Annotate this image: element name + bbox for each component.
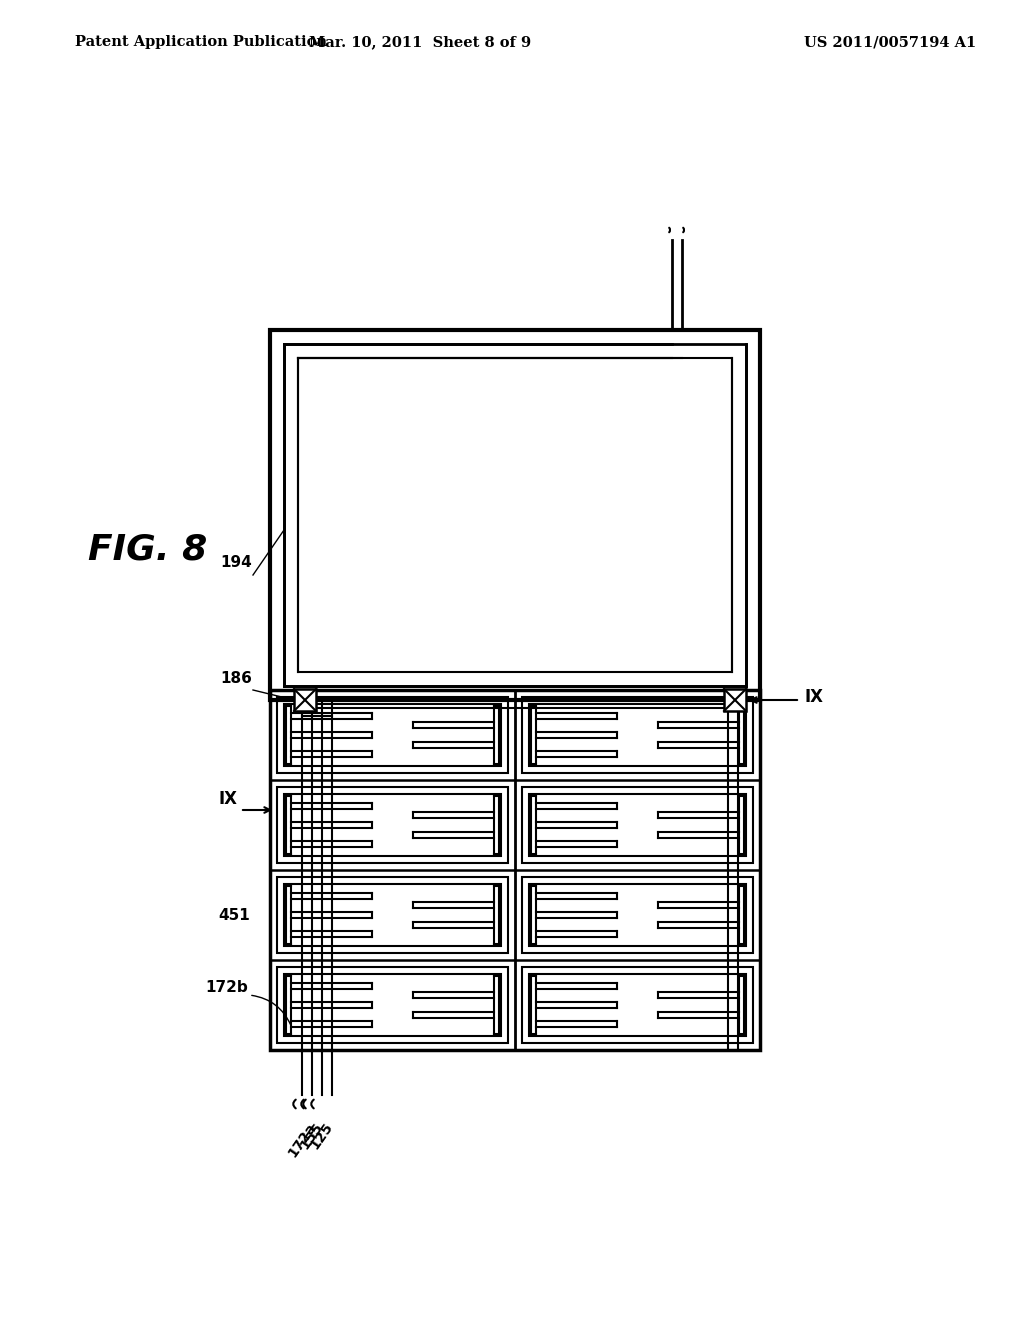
Bar	[529, 704, 746, 766]
Text: 194: 194	[220, 554, 252, 570]
Bar	[270, 690, 760, 1049]
Bar	[522, 697, 753, 774]
Bar	[278, 876, 508, 953]
Bar	[284, 345, 746, 686]
Bar	[522, 787, 753, 863]
Bar	[522, 876, 753, 953]
Text: Mar. 10, 2011  Sheet 8 of 9: Mar. 10, 2011 Sheet 8 of 9	[309, 36, 531, 49]
Bar	[724, 689, 746, 711]
Bar	[284, 795, 501, 855]
Text: IX: IX	[805, 688, 824, 706]
Bar	[529, 974, 746, 1036]
Text: 125: 125	[308, 1119, 336, 1152]
Text: IX: IX	[218, 789, 237, 808]
Text: 186: 186	[220, 671, 252, 686]
Bar	[278, 787, 508, 863]
Text: 172a: 172a	[286, 1119, 318, 1160]
Bar	[298, 358, 732, 672]
Bar	[529, 795, 746, 855]
Bar	[284, 704, 501, 766]
Bar	[278, 968, 508, 1043]
Bar	[522, 968, 753, 1043]
Bar	[529, 884, 746, 946]
Text: 451: 451	[218, 908, 250, 923]
Bar	[284, 974, 501, 1036]
Bar	[270, 330, 760, 700]
Text: 155: 155	[298, 1119, 326, 1152]
Bar	[278, 697, 508, 774]
Text: 172b: 172b	[205, 979, 248, 995]
Text: FIG. 8: FIG. 8	[88, 533, 208, 568]
Text: US 2011/0057194 A1: US 2011/0057194 A1	[804, 36, 976, 49]
Bar	[284, 884, 501, 946]
Bar	[294, 689, 316, 711]
Text: Patent Application Publication: Patent Application Publication	[75, 36, 327, 49]
